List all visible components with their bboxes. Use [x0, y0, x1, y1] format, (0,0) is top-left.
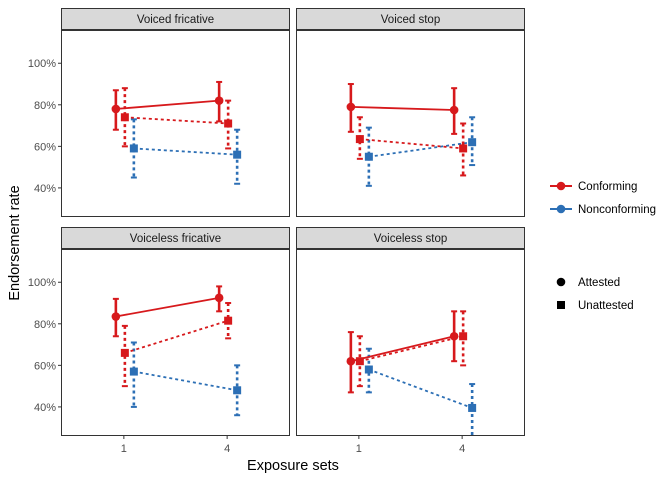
data-point [130, 368, 138, 376]
data-point [121, 349, 129, 357]
data-point [356, 135, 364, 143]
legend-label: Attested [578, 277, 620, 289]
panel-strip-title: Voiceless stop [374, 233, 448, 245]
data-point [224, 120, 232, 128]
y-axis-title: Endorsement rate [7, 185, 23, 300]
data-point [233, 151, 241, 159]
panel-strip-title: Voiced stop [381, 14, 440, 26]
data-point [215, 294, 224, 303]
y-tick-label: 100% [28, 58, 56, 70]
x-axis-title: Exposure sets [247, 458, 339, 474]
data-point [468, 404, 476, 412]
data-point [459, 332, 467, 340]
data-point [468, 138, 476, 146]
legend-label: Nonconforming [578, 204, 656, 216]
data-point [459, 144, 467, 152]
panel-strip-title: Voiced fricative [137, 14, 214, 26]
panel-strip-title: Voiceless fricative [130, 233, 221, 245]
legend-label: Unattested [578, 300, 634, 312]
y-tick-label: 100% [28, 277, 56, 289]
data-point [365, 153, 373, 161]
x-tick-label: 4 [224, 443, 230, 455]
x-tick-label: 1 [356, 443, 362, 455]
legend-key-square [557, 301, 565, 309]
x-tick-label: 1 [121, 443, 127, 455]
data-point [347, 357, 356, 366]
y-tick-label: 60% [34, 360, 56, 372]
data-point [121, 113, 129, 121]
legend-key-point [557, 205, 566, 214]
data-point [347, 103, 356, 112]
data-point [130, 144, 138, 152]
data-point [112, 312, 121, 321]
legend-key-point [557, 182, 566, 191]
y-tick-label: 80% [34, 319, 56, 331]
legend-key-circle [557, 278, 566, 287]
data-point [450, 106, 459, 115]
y-tick-label: 40% [34, 183, 56, 195]
data-point [224, 317, 232, 325]
x-tick-label: 4 [459, 443, 465, 455]
data-point [215, 96, 224, 105]
data-point [356, 357, 364, 365]
y-tick-label: 80% [34, 100, 56, 112]
y-tick-label: 60% [34, 141, 56, 153]
data-point [112, 105, 121, 114]
legend-label: Conforming [578, 181, 637, 193]
data-point [365, 366, 373, 374]
data-point [233, 386, 241, 394]
y-tick-label: 40% [34, 402, 56, 414]
